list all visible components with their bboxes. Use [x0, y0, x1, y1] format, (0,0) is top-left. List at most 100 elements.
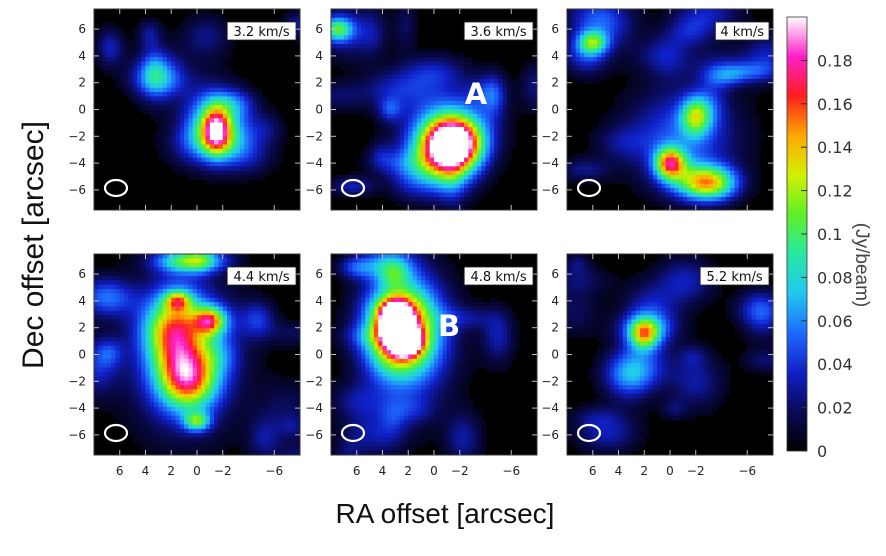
map-pixel [180, 127, 185, 132]
map-pixel [120, 57, 125, 62]
map-pixel [111, 411, 116, 416]
map-pixel [240, 175, 245, 180]
map-pixel [408, 171, 413, 176]
map-pixel [481, 70, 486, 75]
map-pixel [627, 66, 632, 71]
map-pixel [696, 101, 701, 106]
map-pixel [486, 144, 491, 149]
map-pixel [486, 61, 491, 66]
map-pixel [400, 88, 405, 93]
map-pixel [468, 179, 473, 184]
map-pixel [636, 123, 641, 128]
map-pixel [739, 127, 744, 132]
map-pixel [473, 188, 478, 193]
map-pixel [722, 61, 727, 66]
map-pixel [528, 70, 533, 75]
map-pixel [597, 44, 602, 49]
map-pixel [408, 31, 413, 36]
map-pixel [201, 53, 206, 58]
map-pixel [107, 355, 112, 360]
map-pixel [103, 324, 108, 329]
map-pixel [593, 70, 598, 75]
map-pixel [374, 22, 379, 27]
map-pixel [601, 70, 606, 75]
map-pixel [696, 166, 701, 171]
map-pixel [588, 153, 593, 158]
map-pixel [120, 368, 125, 373]
map-pixel [378, 123, 383, 128]
map-pixel [370, 66, 375, 71]
map-pixel [468, 171, 473, 176]
map-pixel [507, 131, 512, 136]
map-pixel [227, 66, 232, 71]
map-pixel [283, 13, 288, 18]
map-pixel [498, 105, 503, 110]
map-pixel [760, 79, 765, 84]
map-pixel [601, 140, 606, 145]
map-pixel [640, 70, 645, 75]
map-pixel [507, 101, 512, 106]
map-pixel [653, 79, 658, 84]
map-pixel [516, 75, 521, 80]
map-pixel [653, 179, 658, 184]
map-pixel [417, 171, 422, 176]
map-pixel [400, 162, 405, 167]
map-pixel [631, 184, 636, 189]
map-pixel [486, 166, 491, 171]
map-pixel [700, 61, 705, 66]
map-pixel [734, 149, 739, 154]
map-pixel [520, 79, 525, 84]
map-pixel [584, 66, 589, 71]
map-pixel [606, 9, 611, 14]
map-pixel [115, 40, 120, 45]
map-pixel [180, 96, 185, 101]
map-pixel [201, 70, 206, 75]
map-pixel [683, 75, 688, 80]
map-pixel [158, 149, 163, 154]
map-pixel [606, 44, 611, 49]
map-pixel [438, 92, 443, 97]
map-pixel [507, 114, 512, 119]
map-pixel [98, 66, 103, 71]
map-pixel [120, 394, 125, 399]
map-pixel [261, 144, 266, 149]
map-pixel [468, 70, 473, 75]
map-pixel [201, 75, 206, 80]
map-pixel [94, 298, 99, 303]
map-pixel [683, 31, 688, 36]
map-pixel [631, 26, 636, 31]
map-pixel [606, 13, 611, 18]
map-pixel [640, 101, 645, 106]
map-pixel [107, 267, 112, 272]
map-pixel [691, 193, 696, 198]
map-pixel [361, 48, 366, 53]
map-pixel [447, 105, 452, 110]
map-pixel [434, 70, 439, 75]
map-pixel [636, 40, 641, 45]
map-pixel [455, 75, 460, 80]
map-pixel [473, 201, 478, 206]
map-pixel [400, 70, 405, 75]
map-pixel [636, 105, 641, 110]
map-pixel [344, 184, 349, 189]
map-pixel [417, 153, 422, 158]
map-pixel [214, 53, 219, 58]
map-pixel [627, 127, 632, 132]
map-pixel [128, 398, 133, 403]
map-pixel [687, 83, 692, 88]
map-pixel [580, 53, 585, 58]
map-pixel [661, 131, 666, 136]
map-pixel [619, 66, 624, 71]
map-pixel [383, 131, 388, 136]
map-pixel [400, 31, 405, 36]
map-pixel [709, 57, 714, 62]
map-pixel [206, 123, 211, 128]
map-pixel [584, 61, 589, 66]
map-pixel [687, 188, 692, 193]
map-pixel [387, 88, 392, 93]
map-pixel [266, 136, 271, 141]
map-pixel [94, 276, 99, 281]
map-pixel [223, 114, 228, 119]
map-pixel [115, 271, 120, 276]
map-pixel [674, 13, 679, 18]
